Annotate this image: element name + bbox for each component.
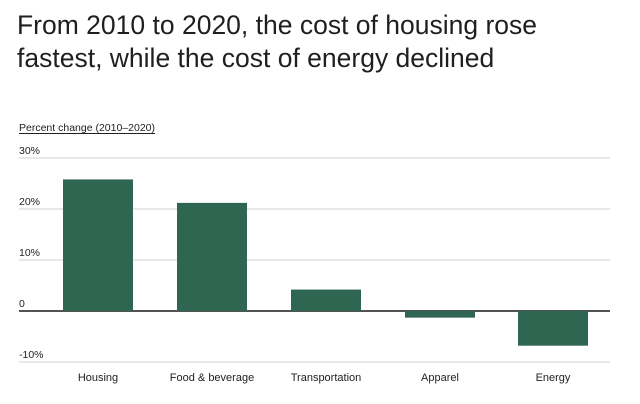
bar-transportation — [291, 289, 361, 311]
x-tick-label: Transportation — [291, 372, 362, 384]
bar-energy — [518, 311, 588, 346]
chart-title: From 2010 to 2020, the cost of housing r… — [17, 10, 538, 73]
y-tick-label: -10% — [19, 349, 44, 361]
y-tick-label: 0 — [19, 298, 25, 310]
bar-food-beverage — [177, 202, 247, 311]
x-tick-label: Food & beverage — [170, 372, 254, 384]
y-tick-label: 20% — [19, 196, 40, 208]
x-tick-label: Apparel — [421, 372, 459, 384]
y-tick-label: 10% — [19, 247, 40, 259]
chart-subtitle: Percent change (2010–2020) — [19, 122, 156, 134]
y-tick-label: 30% — [19, 145, 40, 157]
bar-housing — [63, 179, 133, 311]
bar-apparel — [405, 311, 475, 318]
x-tick-label: Housing — [78, 372, 118, 384]
x-tick-label: Energy — [536, 372, 571, 384]
